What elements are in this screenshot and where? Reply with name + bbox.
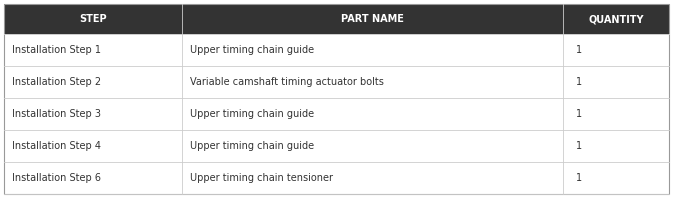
Text: Upper timing chain guide: Upper timing chain guide [190,109,314,119]
Text: Installation Step 6: Installation Step 6 [12,173,101,183]
Text: QUANTITY: QUANTITY [588,14,643,24]
Text: 1: 1 [576,173,582,183]
Bar [182,130,563,162]
Bar [563,162,669,194]
Text: 1: 1 [576,141,582,151]
Bar [182,98,563,130]
Bar [4,98,182,130]
Text: Installation Step 1: Installation Step 1 [12,45,101,55]
Bar [563,34,669,66]
Text: 1: 1 [576,45,582,55]
Text: Installation Step 4: Installation Step 4 [12,141,101,151]
Bar [563,130,669,162]
Text: Upper timing chain tensioner: Upper timing chain tensioner [190,173,333,183]
Text: Installation Step 3: Installation Step 3 [12,109,101,119]
Bar [182,66,563,98]
Text: PART NAME: PART NAME [341,14,404,24]
Bar [182,162,563,194]
Text: Upper timing chain guide: Upper timing chain guide [190,45,314,55]
Bar [4,130,182,162]
Text: Upper timing chain guide: Upper timing chain guide [190,141,314,151]
Text: STEP: STEP [79,14,107,24]
Bar [563,98,669,130]
Bar [563,4,669,34]
Text: Variable camshaft timing actuator bolts: Variable camshaft timing actuator bolts [190,77,384,87]
Bar [182,34,563,66]
Text: 1: 1 [576,77,582,87]
Bar [182,4,563,34]
Bar [4,34,182,66]
Text: Installation Step 2: Installation Step 2 [12,77,101,87]
Bar [4,162,182,194]
Bar [4,66,182,98]
Text: 1: 1 [576,109,582,119]
Bar [4,4,182,34]
Bar [563,66,669,98]
